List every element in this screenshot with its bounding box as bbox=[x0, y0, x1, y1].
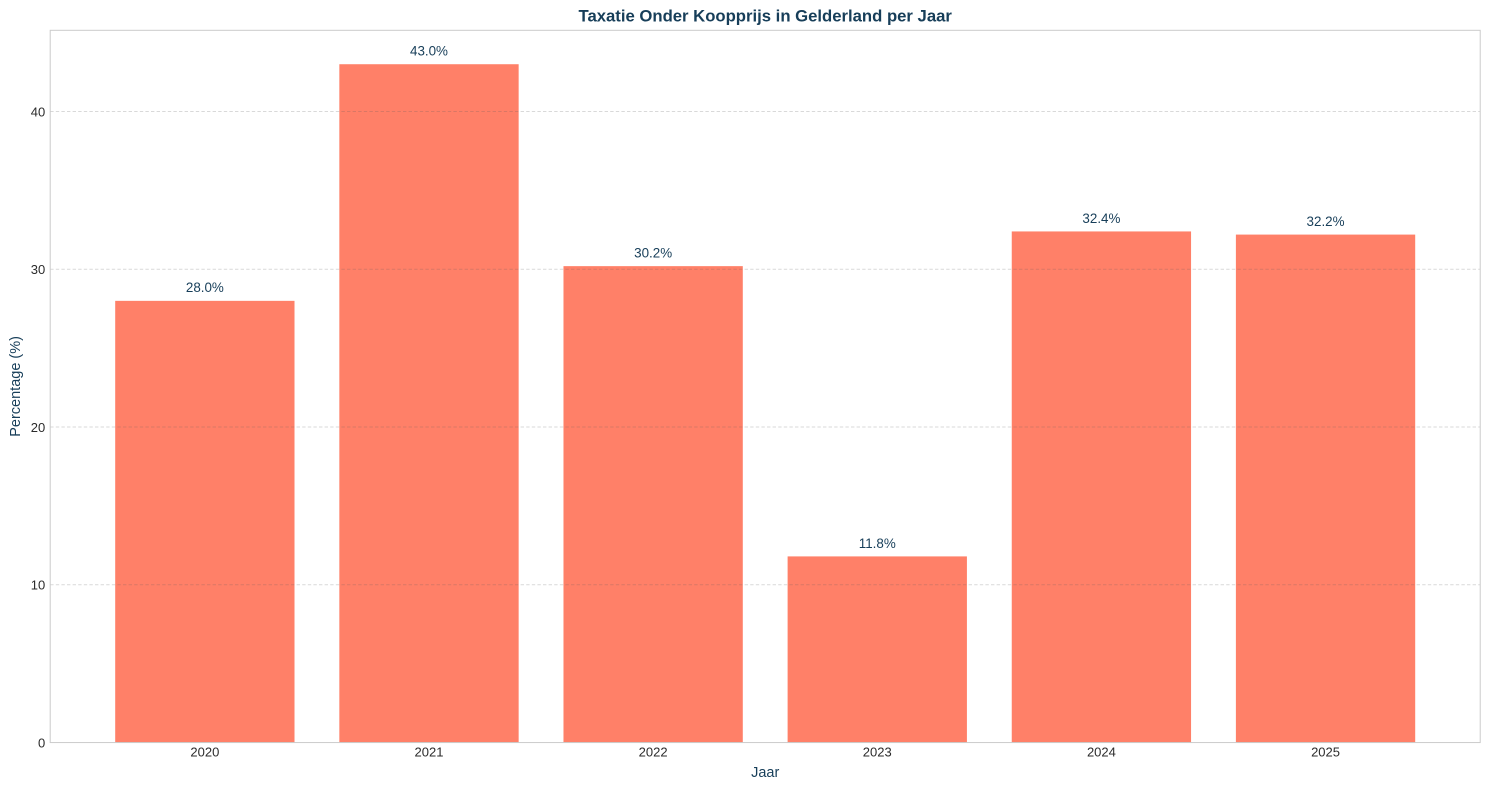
svg-text:Jaar: Jaar bbox=[751, 765, 779, 781]
svg-text:Percentage (%): Percentage (%) bbox=[8, 336, 24, 437]
svg-text:0: 0 bbox=[38, 735, 45, 750]
svg-text:2023: 2023 bbox=[863, 745, 892, 760]
svg-text:32.4%: 32.4% bbox=[1082, 211, 1120, 226]
svg-text:2024: 2024 bbox=[1087, 745, 1116, 760]
svg-text:30.2%: 30.2% bbox=[634, 246, 672, 261]
svg-text:32.2%: 32.2% bbox=[1307, 214, 1345, 229]
svg-text:10: 10 bbox=[31, 578, 45, 593]
svg-text:20: 20 bbox=[31, 420, 45, 435]
svg-text:43.0%: 43.0% bbox=[410, 44, 448, 59]
svg-text:40: 40 bbox=[31, 104, 45, 119]
svg-text:2022: 2022 bbox=[639, 745, 668, 760]
svg-text:30: 30 bbox=[31, 262, 45, 277]
svg-text:28.0%: 28.0% bbox=[186, 280, 224, 295]
svg-text:Taxatie Onder Koopprijs in Gel: Taxatie Onder Koopprijs in Gelderland pe… bbox=[578, 7, 952, 26]
svg-text:11.8%: 11.8% bbox=[859, 536, 896, 551]
svg-text:2020: 2020 bbox=[190, 745, 219, 760]
svg-text:2025: 2025 bbox=[1311, 745, 1340, 760]
svg-text:2021: 2021 bbox=[415, 745, 444, 760]
